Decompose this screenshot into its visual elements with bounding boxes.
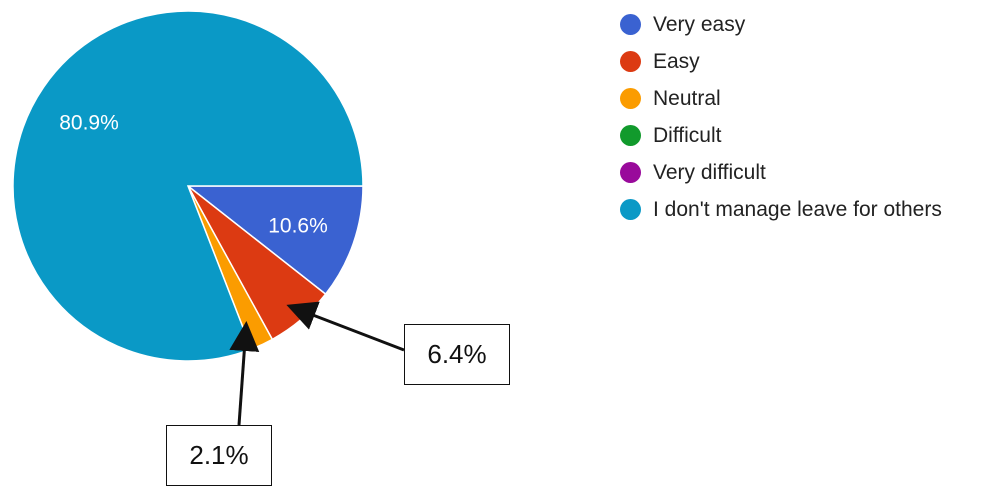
legend-label-neutral: Neutral (653, 86, 721, 110)
pie-slice-very-easy (185, 185, 364, 296)
callout-easy-percentage: 6.4% (404, 324, 510, 385)
slice-data-label-very-easy: 10.6% (268, 215, 328, 238)
legend-item-easy: Easy (620, 43, 942, 80)
legend-swatch-neutral (620, 88, 641, 109)
legend-swatch-very-difficult (620, 162, 641, 183)
legend-label-very-difficult: Very difficult (653, 160, 766, 184)
pie-slice-labels: 10.6% 80.9% (59, 112, 328, 238)
legend-swatch-difficult (620, 125, 641, 146)
callout-arrows (229, 301, 405, 426)
legend-item-difficult: Difficult (620, 117, 942, 154)
legend-item-neutral: Neutral (620, 80, 942, 117)
legend-item-i-don-t-manage-leave-for-others: I don't manage leave for others (620, 191, 942, 228)
legend-item-very-difficult: Very difficult (620, 154, 942, 191)
slice-data-label-i-don-t-manage-leave-for-others: 80.9% (59, 112, 119, 135)
pie-slice-i-don-t-manage-leave-for-others (12, 10, 364, 362)
chart-legend: Very easy Easy Neutral Difficult Very diffic… (620, 6, 942, 228)
callout-arrow-easy (286, 301, 405, 352)
legend-swatch-i-don-t-manage-leave-for-others (620, 199, 641, 220)
callout-neutral-percentage: 2.1% (166, 425, 272, 486)
legend-label-difficult: Difficult (653, 123, 722, 147)
legend-label-easy: Easy (653, 49, 700, 73)
legend-label-i-don-t-manage-leave-for-others: I don't manage leave for others (653, 197, 942, 221)
legend-swatch-very-easy (620, 14, 641, 35)
pie-slices (12, 10, 364, 362)
legend-label-very-easy: Very easy (653, 12, 746, 36)
legend-swatch-easy (620, 51, 641, 72)
legend-item-very-easy: Very easy (620, 6, 942, 43)
callout-arrow-neutral (229, 321, 260, 426)
